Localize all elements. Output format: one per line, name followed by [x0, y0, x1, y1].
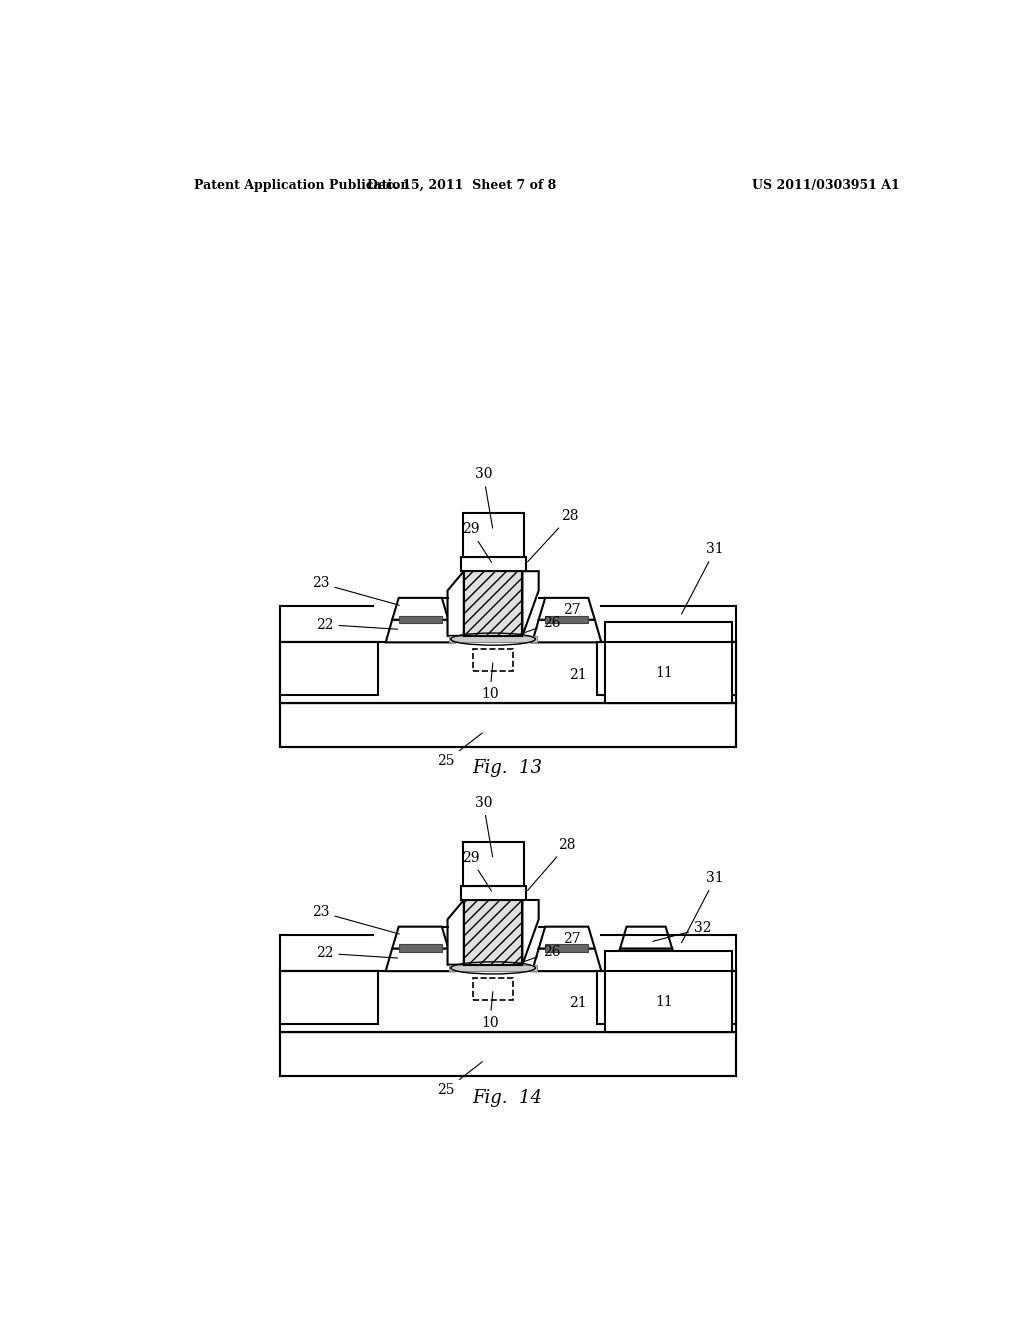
Text: 21: 21	[568, 997, 587, 1011]
Bar	[545, 615, 589, 623]
Text: Patent Application Publication: Patent Application Publication	[194, 178, 410, 191]
Text: 28: 28	[527, 510, 579, 562]
Text: 11: 11	[655, 995, 673, 1008]
Bar	[464, 900, 522, 965]
Text: 29: 29	[462, 851, 492, 891]
Bar	[461, 557, 525, 572]
Text: 10: 10	[481, 991, 499, 1030]
Text: 10: 10	[481, 663, 499, 701]
Bar	[463, 513, 523, 557]
Polygon shape	[386, 619, 455, 643]
Text: 25: 25	[437, 1061, 482, 1097]
Polygon shape	[621, 927, 672, 949]
Text: Fig.  13: Fig. 13	[473, 759, 543, 777]
Text: 26: 26	[514, 945, 560, 965]
Text: 27: 27	[563, 603, 581, 616]
Text: 22: 22	[316, 618, 397, 631]
Text: 29: 29	[462, 523, 492, 562]
Polygon shape	[532, 619, 601, 643]
Bar	[450, 965, 537, 972]
Bar	[398, 615, 441, 623]
Bar	[280, 1032, 735, 1076]
Polygon shape	[447, 900, 464, 965]
Polygon shape	[522, 900, 539, 965]
Text: 31: 31	[682, 543, 724, 614]
Bar	[461, 886, 525, 900]
Bar	[464, 572, 522, 636]
Polygon shape	[386, 949, 455, 972]
Bar	[605, 622, 731, 704]
Bar	[280, 972, 378, 1024]
Bar	[597, 972, 735, 1024]
Bar	[605, 950, 731, 1032]
Polygon shape	[539, 598, 595, 619]
Polygon shape	[392, 927, 449, 949]
Bar	[473, 978, 513, 1001]
Text: Fig.  14: Fig. 14	[473, 1089, 543, 1106]
Bar	[473, 649, 513, 672]
Text: US 2011/0303951 A1: US 2011/0303951 A1	[752, 178, 899, 191]
Bar	[597, 643, 735, 694]
Polygon shape	[447, 572, 464, 636]
Bar	[280, 972, 735, 1032]
Text: 30: 30	[474, 796, 493, 857]
Bar	[450, 636, 537, 643]
Text: 21: 21	[568, 668, 587, 681]
Bar	[280, 643, 378, 694]
Polygon shape	[392, 598, 449, 619]
Bar	[463, 842, 523, 886]
Text: 26: 26	[514, 616, 560, 636]
Polygon shape	[522, 572, 539, 636]
Text: Dec. 15, 2011  Sheet 7 of 8: Dec. 15, 2011 Sheet 7 of 8	[367, 178, 556, 191]
Text: 27: 27	[563, 932, 581, 946]
Text: 23: 23	[312, 906, 399, 935]
Polygon shape	[539, 927, 595, 949]
Polygon shape	[613, 949, 679, 972]
Bar	[280, 704, 735, 747]
Text: 23: 23	[312, 577, 399, 605]
Text: 29: 29	[482, 598, 500, 612]
Text: 22: 22	[316, 946, 397, 961]
Text: 29: 29	[482, 927, 500, 941]
Polygon shape	[532, 949, 601, 972]
Bar	[280, 643, 735, 704]
Text: 31: 31	[682, 871, 724, 942]
Text: 11: 11	[655, 667, 673, 680]
Bar	[545, 944, 589, 952]
Bar	[398, 944, 441, 952]
Text: 30: 30	[474, 467, 493, 528]
Text: 28: 28	[527, 838, 575, 891]
Text: 32: 32	[653, 921, 712, 941]
Text: 25: 25	[437, 733, 482, 768]
